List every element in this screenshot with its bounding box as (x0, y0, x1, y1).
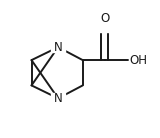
Text: N: N (54, 41, 63, 54)
Text: O: O (100, 12, 109, 25)
Text: OH: OH (130, 54, 148, 67)
Text: N: N (54, 92, 63, 105)
Polygon shape (97, 22, 112, 32)
Polygon shape (51, 42, 65, 52)
Polygon shape (51, 93, 65, 103)
